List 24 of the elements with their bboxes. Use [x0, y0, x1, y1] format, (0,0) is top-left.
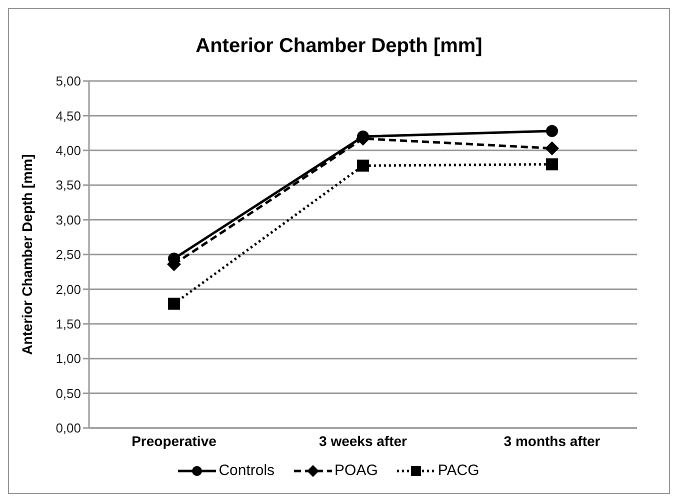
y-tick-label: 0,50 — [56, 386, 81, 401]
y-tick-label: 1,00 — [56, 351, 81, 366]
y-tick-label: 3,50 — [56, 178, 81, 193]
y-tick-label: 4,50 — [56, 108, 81, 124]
y-axis-title: Anterior Chamber Depth [mm] — [18, 154, 35, 355]
y-tick-label: 1,50 — [56, 316, 81, 332]
y-tick-label: 3,00 — [56, 212, 81, 228]
x-tick-label: 3 months after — [504, 432, 601, 449]
x-tick-label: 3 weeks after — [319, 432, 408, 449]
y-tick-label: 0,00 — [56, 420, 81, 436]
point — [546, 158, 558, 170]
point — [545, 141, 559, 156]
y-tick-label: 2,00 — [56, 282, 81, 297]
y-tick-label: 2,50 — [56, 247, 81, 262]
x-tick-label: Preoperative — [132, 432, 217, 449]
legend-label: POAG — [334, 462, 378, 479]
point — [168, 298, 180, 310]
point — [546, 124, 558, 137]
chart-title: Anterior Chamber Depth [mm] — [194, 35, 484, 59]
legend-label: PACG — [438, 462, 480, 479]
y-tick-label: 4,00 — [56, 143, 81, 158]
point — [357, 160, 369, 172]
legend-label: Controls — [218, 462, 275, 479]
y-tick-label: 5,00 — [56, 74, 81, 89]
